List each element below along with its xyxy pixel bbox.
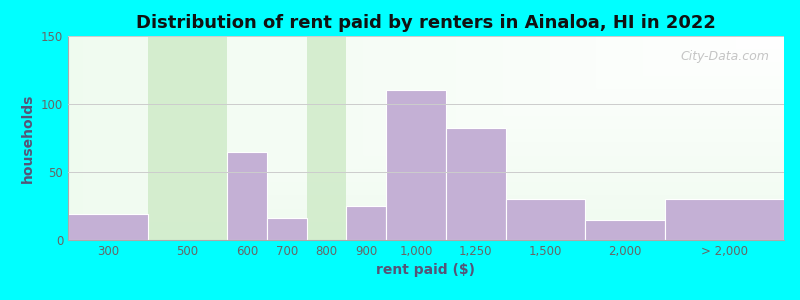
Y-axis label: households: households (22, 93, 35, 183)
Bar (585, 220, 665, 240)
Bar (267, 218, 306, 240)
Bar (147, 36, 227, 240)
Bar (446, 128, 506, 240)
Title: Distribution of rent paid by renters in Ainaloa, HI in 2022: Distribution of rent paid by renters in … (136, 14, 716, 32)
Bar (306, 36, 346, 240)
Bar (346, 206, 386, 240)
Bar (386, 90, 446, 240)
Text: City-Data.com: City-Data.com (681, 50, 770, 63)
Bar (665, 199, 784, 240)
Bar (506, 199, 585, 240)
Bar (227, 152, 267, 240)
Bar (68, 214, 147, 240)
X-axis label: rent paid ($): rent paid ($) (377, 263, 475, 278)
